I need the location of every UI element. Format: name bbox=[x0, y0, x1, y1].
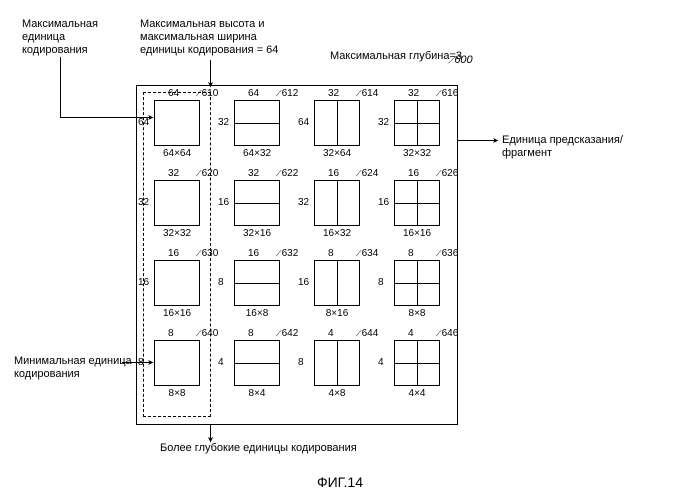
size-caption: 32×32 bbox=[147, 228, 207, 239]
size-caption: 32×16 bbox=[227, 228, 287, 239]
size-side: 32 bbox=[378, 117, 389, 128]
cu-cell bbox=[314, 100, 360, 146]
cu-cell bbox=[154, 100, 200, 146]
size-side: 8 bbox=[378, 277, 384, 288]
ref-num: ⟋644 bbox=[356, 328, 378, 339]
size-caption: 64×64 bbox=[147, 148, 207, 159]
size-top: 8 bbox=[248, 328, 254, 339]
label-max-depth: Максимальная глубина=3 bbox=[330, 50, 462, 63]
ref-num: ⟋626 bbox=[436, 168, 458, 179]
size-top: 32 bbox=[168, 168, 179, 179]
ref-num: ⟋646 bbox=[436, 328, 458, 339]
size-caption: 32×32 bbox=[387, 148, 447, 159]
size-top: 16 bbox=[408, 168, 419, 179]
ref-num: ⟋612 bbox=[276, 88, 298, 99]
size-side: 16 bbox=[378, 197, 389, 208]
label-min-cu: Минимальная единица кодирования bbox=[14, 355, 134, 381]
size-side: 64 bbox=[138, 117, 149, 128]
ref-num: ⟋614 bbox=[356, 88, 378, 99]
size-caption: 32×64 bbox=[307, 148, 367, 159]
size-caption: 4×8 bbox=[307, 388, 367, 399]
size-top: 32 bbox=[248, 168, 259, 179]
cu-cell bbox=[394, 260, 440, 306]
cu-cell bbox=[154, 340, 200, 386]
size-side: 8 bbox=[218, 277, 224, 288]
size-top: 4 bbox=[408, 328, 414, 339]
size-top: 8 bbox=[328, 248, 334, 259]
size-top: 32 bbox=[328, 88, 339, 99]
size-caption: 8×8 bbox=[387, 308, 447, 319]
label-deeper: Более глубокие единицы кодирования bbox=[160, 442, 357, 455]
size-side: 16 bbox=[298, 277, 309, 288]
size-top: 16 bbox=[328, 168, 339, 179]
size-side: 4 bbox=[218, 357, 224, 368]
size-top: 16 bbox=[248, 248, 259, 259]
size-caption: 8×4 bbox=[227, 388, 287, 399]
size-top: 8 bbox=[168, 328, 174, 339]
ref-num: ⟋642 bbox=[276, 328, 298, 339]
label-max-hw: Максимальная высота и максимальная ширин… bbox=[140, 18, 320, 58]
cu-cell bbox=[154, 180, 200, 226]
size-caption: 16×16 bbox=[387, 228, 447, 239]
label-max-cu: Максимальная единица кодирования bbox=[22, 18, 122, 58]
ref-num: ⟋616 bbox=[436, 88, 458, 99]
size-side: 16 bbox=[218, 197, 229, 208]
ref-num: ⟋620 bbox=[196, 168, 218, 179]
size-caption: 64×32 bbox=[227, 148, 287, 159]
cu-cell bbox=[154, 260, 200, 306]
cu-cell bbox=[314, 260, 360, 306]
figure-caption: ФИГ.14 bbox=[10, 474, 670, 490]
cu-cell bbox=[394, 180, 440, 226]
ref-num: ⟋622 bbox=[276, 168, 298, 179]
size-caption: 16×8 bbox=[227, 308, 287, 319]
ref-num: ⟋634 bbox=[356, 248, 378, 259]
ref-num: ⟋640 bbox=[196, 328, 218, 339]
cu-cell bbox=[394, 100, 440, 146]
size-side: 32 bbox=[218, 117, 229, 128]
size-top: 64 bbox=[168, 88, 179, 99]
size-side: 4 bbox=[378, 357, 384, 368]
size-caption: 4×4 bbox=[387, 388, 447, 399]
size-top: 8 bbox=[408, 248, 414, 259]
size-caption: 16×32 bbox=[307, 228, 367, 239]
size-top: 64 bbox=[248, 88, 259, 99]
arrow-pred bbox=[457, 140, 497, 141]
leader-maxhw-v bbox=[210, 60, 211, 85]
ref-num: ⟋624 bbox=[356, 168, 378, 179]
ref-num: ⟋632 bbox=[276, 248, 298, 259]
size-side: 8 bbox=[298, 357, 304, 368]
size-side: 32 bbox=[298, 197, 309, 208]
cu-cell bbox=[234, 180, 280, 226]
cu-cell bbox=[314, 180, 360, 226]
size-caption: 8×16 bbox=[307, 308, 367, 319]
size-top: 16 bbox=[168, 248, 179, 259]
size-side: 16 bbox=[138, 277, 149, 288]
cu-cell bbox=[234, 340, 280, 386]
size-side: 64 bbox=[298, 117, 309, 128]
arrow-deeper bbox=[210, 424, 211, 440]
size-top: 4 bbox=[328, 328, 334, 339]
size-top: 32 bbox=[408, 88, 419, 99]
ref-num: ⟋636 bbox=[436, 248, 458, 259]
size-caption: 16×16 bbox=[147, 308, 207, 319]
label-pred: Единица предсказания/фрагмент bbox=[502, 134, 670, 160]
size-caption: 8×8 bbox=[147, 388, 207, 399]
cu-cell bbox=[314, 340, 360, 386]
cu-cell bbox=[234, 100, 280, 146]
size-side: 8 bbox=[138, 357, 144, 368]
cu-cell bbox=[234, 260, 280, 306]
leader-maxcu-v bbox=[60, 57, 61, 117]
leader-mincu bbox=[122, 362, 152, 363]
size-side: 32 bbox=[138, 197, 149, 208]
ref-num: ⟋630 bbox=[196, 248, 218, 259]
cu-cell bbox=[394, 340, 440, 386]
ref-num: ⟋610 bbox=[196, 88, 218, 99]
